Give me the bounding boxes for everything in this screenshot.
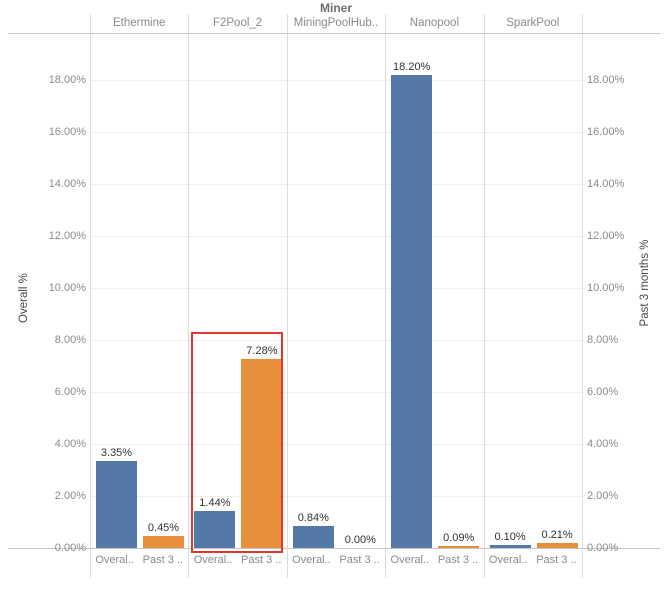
y-axis-tick-left: 10.00% <box>48 282 86 294</box>
column-header-miningpoolhub-: MiningPoolHub.. <box>293 17 379 29</box>
column-header-sparkpool: SparkPool <box>506 17 560 29</box>
y-axis-tick-left: 12.00% <box>48 230 86 242</box>
y-axis-tick-right: 4.00% <box>587 438 619 450</box>
x-axis-label: Overal.. <box>95 554 134 566</box>
gridline <box>90 184 582 185</box>
bar-value-label: 0.10% <box>494 531 526 544</box>
y-axis-tick-right: 16.00% <box>587 126 625 138</box>
x-axis-label: Past 3 .. <box>142 554 183 566</box>
x-axis-label: Overal.. <box>292 554 331 566</box>
gridline <box>90 392 582 393</box>
bar-ethermine-overall[interactable] <box>96 460 137 548</box>
bar-value-label: 7.28% <box>246 344 278 357</box>
y-axis-tick-right: 2.00% <box>587 490 619 502</box>
y-axis-tick-left: 8.00% <box>54 334 86 346</box>
y-axis-tick-right: 18.00% <box>587 74 625 86</box>
gridline <box>90 340 582 341</box>
y-axis-tick-right: 6.00% <box>587 386 619 398</box>
bar-value-label: 0.84% <box>297 512 329 525</box>
y-axis-tick-right: 14.00% <box>587 178 625 190</box>
y-axis-tick-left: 14.00% <box>48 178 86 190</box>
column-header-divider-line <box>8 33 660 34</box>
x-axis-label: Past 3 .. <box>536 554 577 566</box>
x-axis-label: Overal.. <box>193 554 233 566</box>
bar-nanopool-past3months[interactable] <box>438 545 480 548</box>
bar-f2pool-2-overall[interactable] <box>194 510 236 548</box>
bar-miningpoolhub--overall[interactable] <box>292 526 334 548</box>
x-axis-label: Past 3 .. <box>437 554 479 566</box>
gridline <box>90 132 582 133</box>
bar-nanopool-overall[interactable] <box>391 74 433 548</box>
bar-value-label: 18.20% <box>393 60 431 73</box>
highlight-rectangle <box>191 332 283 553</box>
x-axis-label: Overal.. <box>488 554 528 566</box>
y-axis-tick-left: 16.00% <box>48 126 86 138</box>
column-header-nanopool: Nanopool <box>409 17 459 29</box>
panel-divider <box>385 14 386 578</box>
x-axis-label: Overal.. <box>390 554 430 566</box>
bar-value-label: 1.44% <box>199 496 231 509</box>
y-axis-tick-right: 12.00% <box>587 230 625 242</box>
column-header-f2pool-2: F2Pool_2 <box>212 17 263 29</box>
y-axis-tick-left: 6.00% <box>54 386 86 398</box>
x-axis-label: Past 3 .. <box>241 554 282 566</box>
panel-divider <box>484 14 485 578</box>
bar-value-label: 3.35% <box>100 446 133 459</box>
y-axis-tick-left: 0.00% <box>54 542 86 554</box>
y-axis-tick-left: 18.00% <box>48 74 86 86</box>
gridline <box>90 288 582 289</box>
x-axis-label: Past 3 .. <box>339 554 380 566</box>
bar-value-label: 0.00% <box>344 534 376 546</box>
bar-value-label: 0.21% <box>541 528 573 541</box>
panel-divider <box>582 14 583 578</box>
bar-value-label: 0.09% <box>443 531 475 544</box>
y-axis-tick-right: 10.00% <box>587 282 625 294</box>
gridline <box>90 496 582 497</box>
bar-sparkpool-overall[interactable] <box>489 545 531 548</box>
gridline <box>90 236 582 237</box>
bar-ethermine-past3months[interactable] <box>143 536 184 548</box>
y-axis-tick-left: 4.00% <box>54 438 86 450</box>
gridline <box>90 80 582 81</box>
bar-f2pool-2-past3months[interactable] <box>241 358 283 548</box>
gridline <box>90 444 582 445</box>
bar-sparkpool-past3months[interactable] <box>536 542 578 548</box>
panel-divider <box>90 14 91 578</box>
panel-divider <box>287 14 288 578</box>
y-axis-tick-right: 8.00% <box>587 334 619 346</box>
x-axis-line <box>8 548 660 549</box>
panel-divider <box>188 14 189 578</box>
bar-value-label: 0.45% <box>147 522 180 535</box>
y-axis-tick-left: 2.00% <box>54 490 86 502</box>
chart-title: Miner <box>319 1 352 15</box>
y-axis-tick-right: 0.00% <box>587 542 619 554</box>
column-header-ethermine: Ethermine <box>112 17 166 29</box>
